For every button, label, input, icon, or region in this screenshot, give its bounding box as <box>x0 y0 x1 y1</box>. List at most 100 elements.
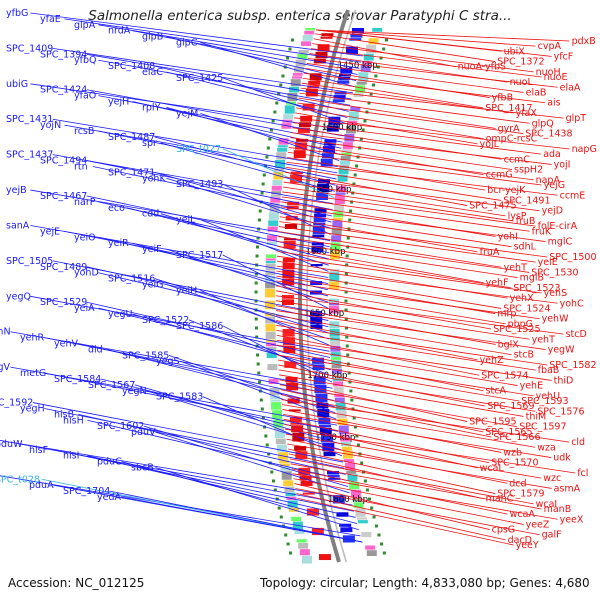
feature-block[interactable] <box>275 438 286 445</box>
feature-block[interactable] <box>340 67 353 74</box>
gene-label[interactable]: elaC <box>142 67 163 78</box>
gene-label[interactable]: udk <box>553 453 571 464</box>
feature-block[interactable] <box>304 30 315 35</box>
feature-block[interactable] <box>362 60 373 64</box>
feature-block[interactable] <box>282 294 295 299</box>
feature-block[interactable] <box>366 550 377 557</box>
gene-label[interactable]: nuoL <box>510 77 534 88</box>
gene-label[interactable]: SPC_t027 <box>176 144 221 155</box>
feature-block[interactable] <box>357 520 368 524</box>
gene-label[interactable]: cdd <box>142 209 159 220</box>
feature-block[interactable] <box>337 418 348 426</box>
feature-block[interactable] <box>345 125 356 134</box>
gene-label[interactable]: yejB <box>6 185 27 196</box>
gene-label[interactable]: SPC_1493 <box>176 179 223 190</box>
gene-label[interactable]: SPC_1585 <box>122 350 169 361</box>
gene-label[interactable]: SPC_1424 <box>40 85 87 96</box>
gene-label[interactable]: SPC_1565 <box>485 427 532 438</box>
gene-label[interactable]: ccmC <box>504 154 531 165</box>
feature-block[interactable] <box>297 53 308 60</box>
feature-block[interactable] <box>291 425 304 433</box>
gene-label[interactable]: cvpA <box>538 41 562 52</box>
gene-label[interactable]: yohN <box>0 327 11 338</box>
feature-block[interactable] <box>341 446 352 451</box>
gene-label[interactable]: SPC_1409 <box>6 43 53 54</box>
gene-label[interactable]: yejD <box>542 206 563 217</box>
feature-block[interactable] <box>352 28 365 34</box>
gene-label[interactable]: yeiG <box>142 280 163 291</box>
gene-label[interactable]: wzc <box>543 473 561 484</box>
feature-block[interactable] <box>353 502 364 508</box>
gene-label[interactable]: SPC_1566 <box>493 432 540 443</box>
feature-block[interactable] <box>340 437 351 442</box>
gene-label[interactable]: SPC_1704 <box>63 486 110 497</box>
gene-label[interactable]: SPC_1584 <box>54 374 101 385</box>
feature-block[interactable] <box>360 64 371 72</box>
gene-label[interactable]: yehU <box>536 391 560 402</box>
feature-block[interactable] <box>344 459 355 463</box>
feature-block[interactable] <box>271 402 282 410</box>
gene-label[interactable]: SPC_1475 <box>469 201 516 212</box>
gene-label[interactable]: ada <box>543 149 561 160</box>
feature-block[interactable] <box>333 204 344 212</box>
feature-block[interactable] <box>332 99 345 103</box>
gene-label[interactable]: elaB <box>526 87 547 98</box>
feature-block[interactable] <box>281 471 292 480</box>
feature-block[interactable] <box>297 127 310 134</box>
feature-block[interactable] <box>265 300 276 310</box>
feature-block[interactable] <box>317 409 330 418</box>
gene-label[interactable]: yojN <box>40 120 61 131</box>
gene-label[interactable]: dcd <box>509 478 526 489</box>
feature-block[interactable] <box>314 208 327 213</box>
gene-label[interactable]: eco <box>108 203 125 214</box>
gene-label[interactable]: metG <box>20 368 46 379</box>
gene-label[interactable]: yejH <box>108 97 129 108</box>
gene-label[interactable]: sspH2 <box>514 165 543 176</box>
gene-label[interactable]: yegH <box>20 403 45 414</box>
gene-label[interactable]: SPC_1574 <box>481 370 528 381</box>
feature-block[interactable] <box>276 444 287 452</box>
gene-label[interactable]: pduC <box>97 457 122 468</box>
gene-label[interactable]: yeeX <box>560 514 584 525</box>
gene-label[interactable]: SPC_1437 <box>6 150 53 161</box>
feature-block[interactable] <box>268 212 279 220</box>
gene-label[interactable]: yegS <box>156 356 180 367</box>
feature-block[interactable] <box>284 105 295 114</box>
gene-label[interactable]: glpB <box>142 32 163 43</box>
gene-label[interactable]: nuoA-yfbS <box>458 62 506 73</box>
feature-block[interactable] <box>361 531 372 538</box>
gene-label[interactable]: yehF <box>486 278 509 289</box>
feature-block[interactable] <box>270 197 281 203</box>
feature-block[interactable] <box>332 217 343 221</box>
feature-block[interactable] <box>345 46 358 55</box>
gene-label[interactable]: SPC_1517 <box>176 250 223 261</box>
feature-block[interactable] <box>320 434 333 443</box>
feature-block[interactable] <box>280 466 291 471</box>
feature-block[interactable] <box>293 67 304 73</box>
feature-block[interactable] <box>331 364 342 369</box>
feature-block[interactable] <box>290 171 303 174</box>
feature-block[interactable] <box>265 331 276 339</box>
feature-block[interactable] <box>302 35 313 41</box>
gene-label[interactable]: sdhL <box>514 242 537 253</box>
feature-block[interactable] <box>302 492 315 495</box>
feature-block[interactable] <box>290 422 303 425</box>
feature-block[interactable] <box>312 225 325 235</box>
gene-label[interactable]: yeeZ <box>526 519 550 530</box>
feature-block[interactable] <box>339 434 350 437</box>
feature-block[interactable] <box>308 80 321 85</box>
gene-label[interactable]: yehS <box>544 288 568 299</box>
gene-label[interactable]: pbpG <box>508 319 533 330</box>
feature-block[interactable] <box>271 185 282 191</box>
gene-label[interactable]: cpsG <box>492 525 516 536</box>
feature-block[interactable] <box>321 33 334 37</box>
feature-block[interactable] <box>282 269 295 279</box>
gene-label[interactable]: pdxB <box>572 36 596 47</box>
feature-block[interactable] <box>313 58 326 64</box>
feature-block[interactable] <box>266 352 277 359</box>
gene-label[interactable]: pduW <box>0 439 23 450</box>
feature-block[interactable] <box>328 477 341 480</box>
feature-block[interactable] <box>266 254 277 258</box>
gene-label[interactable]: napA <box>536 175 561 186</box>
gene-label[interactable]: yegW <box>548 345 575 356</box>
